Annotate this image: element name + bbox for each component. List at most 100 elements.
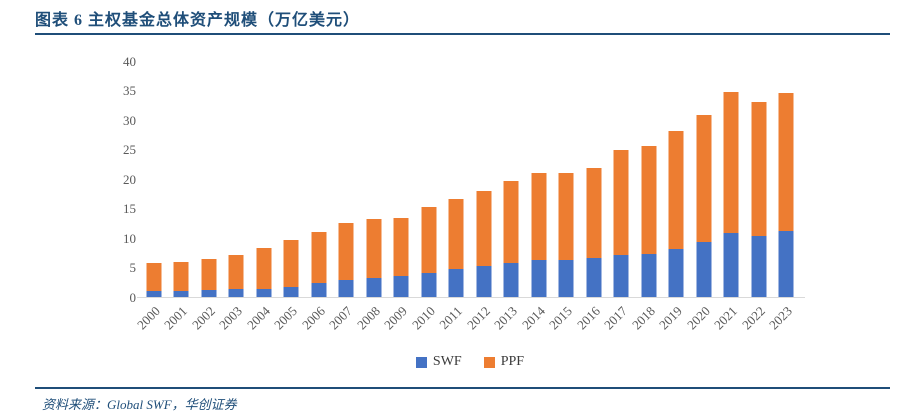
x-axis-label: 2014 <box>518 303 548 333</box>
bar-column <box>635 61 663 297</box>
bar-column <box>580 61 608 297</box>
bar-column <box>140 61 168 297</box>
bar-segment-swf <box>558 259 574 297</box>
x-axis-label: 2000 <box>133 303 163 333</box>
bar-column <box>388 61 416 297</box>
bar-segment-swf <box>366 277 382 297</box>
bar-segment-ppf <box>531 173 547 260</box>
bar-segment-swf <box>146 290 162 297</box>
x-axis-label: 2013 <box>491 303 521 333</box>
bar-segment-swf <box>641 253 657 297</box>
y-axis-tick-label: 0 <box>129 289 137 305</box>
x-axis-label: 2018 <box>628 303 658 333</box>
bar-segment-ppf <box>558 173 574 260</box>
x-axis-label: 2021 <box>711 303 741 333</box>
bar-segment-swf <box>613 254 629 297</box>
x-axis-label: 2008 <box>353 303 383 333</box>
x-axis-label: 2022 <box>738 303 768 333</box>
x-axis-label: 2003 <box>216 303 246 333</box>
bar-column <box>333 61 361 297</box>
bar-column <box>470 61 498 297</box>
bar-segment-ppf <box>668 131 684 249</box>
x-axis-label: 2015 <box>546 303 576 333</box>
bar-segment-ppf <box>448 199 464 270</box>
bar-segment-swf <box>173 290 189 297</box>
chart-legend: SWF PPF <box>140 353 800 371</box>
bar-segment-ppf <box>778 92 794 231</box>
figure-title: 图表 6 主权基金总体资产规模（万亿美元） <box>35 12 361 29</box>
x-axis-label: 2023 <box>766 303 796 333</box>
bar-segment-ppf <box>146 262 162 291</box>
legend-item-ppf: PPF <box>483 354 525 370</box>
footer-divider-line <box>35 387 890 389</box>
report-figure: 图表 6 主权基金总体资产规模（万亿美元） 40 35 30 25 20 15 10 5 0 2… <box>35 12 890 412</box>
bar-segment-ppf <box>393 217 409 277</box>
bar-column <box>168 61 196 297</box>
bar-segment-swf <box>256 288 272 297</box>
bar-segment-swf <box>668 248 684 297</box>
ppf-legend-label: PPF <box>500 354 525 369</box>
bar-segment-ppf <box>503 180 519 263</box>
bar-column <box>690 61 718 297</box>
bar-column <box>663 61 691 297</box>
bar-segment-ppf <box>586 167 602 259</box>
bar-segment-ppf <box>421 207 437 273</box>
bar-segment-ppf <box>311 232 327 283</box>
x-axis-label: 2012 <box>463 303 493 333</box>
source-note: 资料来源：Global SWF，华创证券 <box>42 397 237 412</box>
y-axis-tick-label: 15 <box>123 201 136 216</box>
y-axis-tick-label: 35 <box>123 83 136 98</box>
x-axis-label: 2007 <box>326 303 356 333</box>
y-axis-tick-label: 20 <box>123 171 136 187</box>
bar-segment-swf <box>421 272 437 297</box>
bar-segment-swf <box>476 266 492 297</box>
bar-segment-ppf <box>476 190 492 267</box>
plot-area <box>137 61 805 298</box>
y-axis-tick-label: 5 <box>129 260 137 275</box>
x-axis-line <box>137 297 805 298</box>
title-divider-line <box>35 33 890 35</box>
bar-segment-ppf <box>228 254 244 290</box>
x-axis-label: 2017 <box>601 303 631 333</box>
bar-segment-swf <box>201 289 217 297</box>
x-axis-label: 2002 <box>188 303 218 333</box>
bar-segment-ppf <box>751 102 767 236</box>
bar-segment-swf <box>778 230 794 297</box>
x-axis-label: 2001 <box>161 303 191 333</box>
bar-segment-swf <box>503 262 519 297</box>
bar-column <box>443 61 471 297</box>
y-axis-tick-label: 30 <box>123 112 136 128</box>
bar-segment-swf <box>723 232 739 297</box>
bar-segment-ppf <box>696 114 712 243</box>
bar-segment-swf <box>393 276 409 297</box>
legend-item-swf: SWF <box>415 354 462 370</box>
bar-column <box>223 61 251 297</box>
y-axis: 40 35 30 25 20 15 10 5 0 <box>98 54 137 305</box>
bar-segment-swf <box>338 279 354 297</box>
bar-segment-swf <box>696 242 712 297</box>
bar-column <box>773 61 801 297</box>
bar-column <box>745 61 773 297</box>
y-axis-tick-label: 40 <box>123 53 136 69</box>
bar-column <box>415 61 443 297</box>
bar-segment-swf <box>283 286 299 297</box>
x-axis-label: 2004 <box>243 303 273 333</box>
bar-segment-ppf <box>366 219 382 278</box>
bar-column <box>360 61 388 297</box>
x-axis-label: 2019 <box>656 303 686 333</box>
bar-segment-ppf <box>256 248 272 289</box>
bar-segment-ppf <box>201 259 217 290</box>
x-axis-label: 2016 <box>573 303 603 333</box>
bar-column <box>718 61 746 297</box>
x-axis-labels: 2000 2001 2002 2003 2004 2005 2006 2007 2008 2009… <box>134 302 800 348</box>
x-axis-label: 2009 <box>381 303 411 333</box>
bar-segment-ppf <box>641 145 657 254</box>
bar-column <box>498 61 526 297</box>
bar-column <box>525 61 553 297</box>
bar-segment-swf <box>228 289 244 297</box>
y-axis-tick-label: 25 <box>123 142 136 157</box>
bar-segment-ppf <box>723 92 739 233</box>
x-axis-label: 2011 <box>436 303 466 333</box>
bar-segment-ppf <box>338 223 354 280</box>
bar-column <box>305 61 333 297</box>
